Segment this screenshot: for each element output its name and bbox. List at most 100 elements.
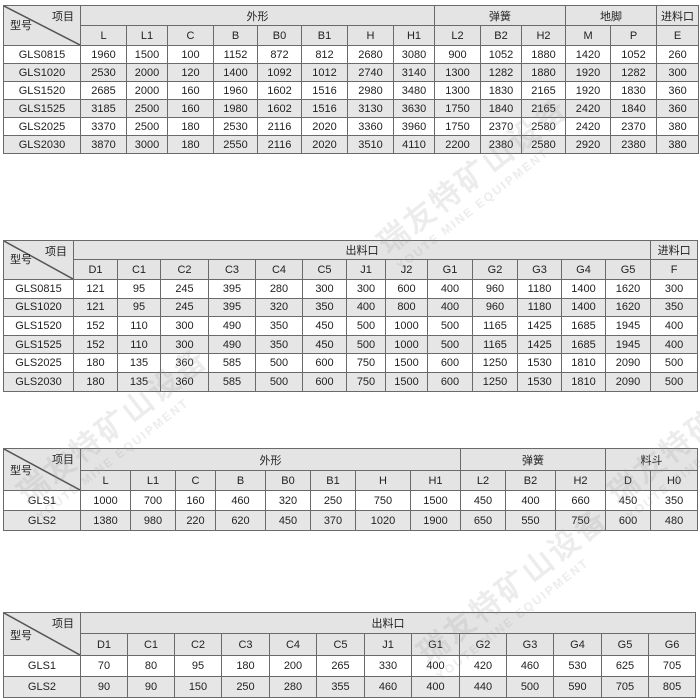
value-cell: 320 bbox=[255, 297, 303, 318]
value-cell: 1425 bbox=[517, 316, 562, 336]
value-cell: 530 bbox=[553, 655, 602, 677]
value-cell: 600 bbox=[302, 371, 347, 392]
value-cell: 2380 bbox=[610, 135, 658, 154]
value-cell: 400 bbox=[650, 334, 699, 355]
value-cell: 121 bbox=[73, 279, 118, 299]
value-cell: 400 bbox=[411, 655, 460, 677]
column-header: G2 bbox=[459, 633, 507, 656]
value-cell: 600 bbox=[605, 510, 652, 531]
value-cell: 360 bbox=[656, 81, 700, 100]
value-cell: 80 bbox=[127, 655, 175, 677]
value-cell: 1000 bbox=[80, 490, 131, 511]
value-cell: 1400 bbox=[561, 279, 606, 299]
value-cell: 500 bbox=[650, 371, 699, 392]
value-cell: 1602 bbox=[257, 99, 302, 118]
value-cell: 1165 bbox=[472, 316, 518, 336]
column-header: B1 bbox=[310, 470, 356, 491]
value-cell: 3000 bbox=[126, 135, 168, 154]
column-header: J1 bbox=[346, 259, 386, 280]
value-cell: 260 bbox=[656, 45, 700, 64]
group-header: 弹簧 bbox=[459, 448, 607, 471]
value-cell: 180 bbox=[73, 353, 118, 373]
value-cell: 2685 bbox=[80, 81, 127, 100]
column-header: G4 bbox=[561, 259, 606, 280]
table-row: GLS1 70 80 95 180 200 265 330 400 420 460 530 625 705 bbox=[3, 655, 697, 677]
column-header: G1 bbox=[411, 633, 460, 656]
value-cell: 152 bbox=[73, 316, 118, 336]
value-cell: 370 bbox=[310, 510, 356, 531]
column-header: C1 bbox=[127, 633, 175, 656]
column-header: F bbox=[650, 259, 699, 280]
value-cell: 500 bbox=[506, 676, 554, 698]
value-cell: 585 bbox=[208, 353, 256, 373]
value-cell: 2116 bbox=[257, 117, 302, 136]
group-header: 进料口 bbox=[650, 240, 699, 260]
value-cell: 1516 bbox=[301, 99, 348, 118]
value-cell: 1810 bbox=[561, 353, 606, 373]
value-cell: 330 bbox=[364, 655, 412, 677]
value-cell: 1920 bbox=[565, 81, 612, 100]
value-cell: 2500 bbox=[126, 117, 168, 136]
value-cell: 360 bbox=[160, 353, 209, 373]
value-cell: 600 bbox=[427, 371, 473, 392]
column-header: C bbox=[167, 25, 214, 46]
column-header: H1 bbox=[393, 25, 435, 46]
value-cell: 400 bbox=[427, 297, 473, 318]
value-cell: 1165 bbox=[472, 334, 518, 355]
value-cell: 280 bbox=[269, 676, 317, 698]
corner-label-model: 型号 bbox=[10, 254, 32, 266]
value-cell: 400 bbox=[346, 297, 386, 318]
model-cell: GLS1 bbox=[3, 490, 81, 511]
model-cell: GLS1525 bbox=[3, 334, 74, 355]
value-cell: 350 bbox=[255, 334, 303, 355]
value-cell: 320 bbox=[265, 490, 311, 511]
value-cell: 100 bbox=[167, 45, 214, 64]
corner-label-item: 项目 bbox=[45, 246, 67, 258]
value-cell: 1920 bbox=[565, 63, 612, 82]
value-cell: 245 bbox=[160, 279, 209, 299]
value-cell: 500 bbox=[650, 353, 699, 373]
value-cell: 121 bbox=[73, 297, 118, 318]
value-cell: 2420 bbox=[565, 99, 612, 118]
column-header: G1 bbox=[427, 259, 473, 280]
model-cell: GLS2 bbox=[3, 510, 81, 531]
value-cell: 750 bbox=[554, 510, 607, 531]
corner-label-model: 型号 bbox=[10, 465, 32, 477]
value-cell: 350 bbox=[650, 297, 699, 318]
column-header: B2 bbox=[480, 25, 522, 46]
value-cell: 1980 bbox=[213, 99, 258, 118]
column-header: D1 bbox=[73, 259, 118, 280]
value-cell: 395 bbox=[208, 297, 256, 318]
header-group-row: 项目 型号 外形 弹簧 地脚 进料口 bbox=[3, 5, 700, 46]
column-header: C2 bbox=[160, 259, 209, 280]
spec-table: 项目 型号 出料口 D1 C1 C2 C3 C4 C5 J1 G1 G2 G3 G4 G5 G6 GLS1 70 8… bbox=[3, 612, 697, 698]
value-cell: 1840 bbox=[610, 99, 658, 118]
value-cell: 1830 bbox=[610, 81, 658, 100]
value-cell: 360 bbox=[160, 371, 209, 392]
table-row: GLS0815 1960 1500 100 1152 872 812 2680 3080 900 1… bbox=[3, 45, 700, 64]
value-cell: 300 bbox=[160, 334, 209, 355]
value-cell: 180 bbox=[167, 135, 214, 154]
value-cell: 600 bbox=[385, 279, 428, 299]
value-cell: 1000 bbox=[385, 334, 428, 355]
value-cell: 150 bbox=[174, 676, 222, 698]
model-cell: GLS2030 bbox=[3, 371, 74, 392]
value-cell: 265 bbox=[316, 655, 365, 677]
column-header: E bbox=[656, 25, 700, 46]
value-cell: 2420 bbox=[565, 117, 612, 136]
value-cell: 3870 bbox=[80, 135, 127, 154]
value-cell: 1500 bbox=[385, 353, 428, 373]
corner-label-item: 项目 bbox=[52, 454, 74, 466]
value-cell: 1000 bbox=[385, 316, 428, 336]
value-cell: 1180 bbox=[517, 297, 562, 318]
column-header: J2 bbox=[385, 259, 428, 280]
corner-header-cell: 项目型号 bbox=[3, 240, 74, 280]
value-cell: 460 bbox=[215, 490, 266, 511]
value-cell: 805 bbox=[647, 676, 697, 698]
group-header: 出料口 bbox=[79, 612, 697, 634]
column-header: H0 bbox=[650, 470, 699, 491]
column-header: M bbox=[565, 25, 612, 46]
value-cell: 95 bbox=[117, 297, 161, 318]
value-cell: 1400 bbox=[213, 63, 258, 82]
value-cell: 300 bbox=[650, 279, 699, 299]
